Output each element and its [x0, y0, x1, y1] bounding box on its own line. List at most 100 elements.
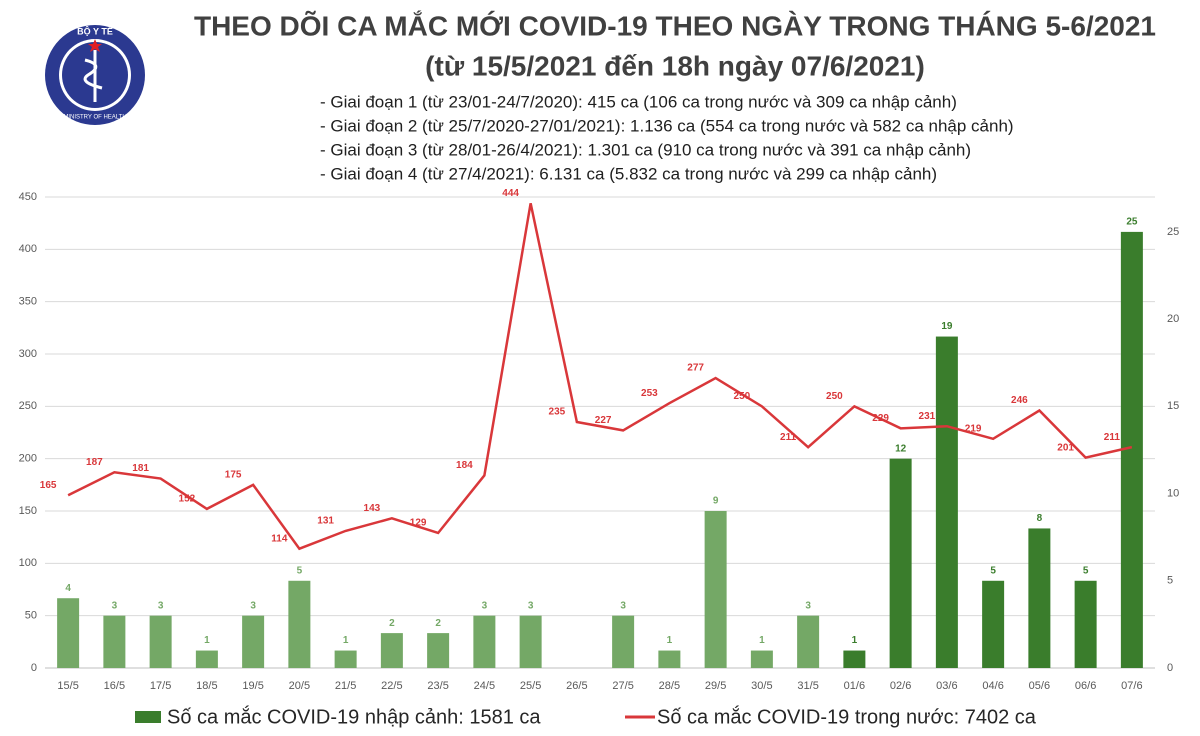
note: - Giai đoạn 1 (từ 23/01-24/7/2020): 415 … — [320, 92, 957, 111]
line-label: 235 — [549, 407, 566, 418]
y-tick-label: 300 — [19, 348, 37, 360]
x-tick-label: 18/5 — [196, 680, 217, 692]
legend-label: Số ca mắc COVID-19 trong nước: 7402 ca — [657, 705, 1037, 728]
bar — [982, 580, 1005, 668]
bar-label: 8 — [1037, 513, 1043, 524]
line-label: 227 — [595, 415, 612, 426]
x-tick-label: 29/5 — [705, 680, 726, 692]
bar — [704, 511, 727, 668]
bar — [1074, 580, 1097, 668]
line-label: 219 — [965, 423, 982, 434]
bar — [334, 650, 357, 668]
y-tick-label: 50 — [25, 610, 37, 622]
bar-label: 3 — [158, 600, 164, 611]
x-tick-label: 04/6 — [982, 680, 1003, 692]
logo-top: BỘ Y TẾ — [77, 25, 113, 36]
bar-label: 1 — [343, 635, 349, 646]
y-tick-label: 200 — [19, 453, 37, 465]
x-tick-label: 16/5 — [104, 680, 125, 692]
bar — [242, 615, 265, 668]
line-label: 211 — [1104, 432, 1121, 443]
x-tick-label: 22/5 — [381, 680, 402, 692]
logo-star — [88, 39, 102, 52]
y2-tick-label: 20 — [1167, 313, 1179, 325]
x-tick-label: 27/5 — [612, 680, 633, 692]
logo-snake — [83, 58, 103, 90]
bar-label: 25 — [1126, 217, 1138, 228]
bar-label: 5 — [297, 565, 303, 576]
x-tick-label: 02/6 — [890, 680, 911, 692]
bar — [103, 615, 126, 668]
bar-label: 1 — [852, 635, 858, 646]
bar — [473, 615, 496, 668]
bar — [612, 615, 635, 668]
line-label: 187 — [86, 457, 103, 468]
line-label: 277 — [687, 363, 704, 374]
y2-tick-label: 10 — [1167, 487, 1179, 499]
line-label: 114 — [271, 533, 288, 544]
chart-subtitle: (từ 15/5/2021 đến 18h ngày 07/6/2021) — [425, 50, 925, 81]
y2-tick-label: 25 — [1167, 226, 1179, 238]
line-label: 229 — [872, 413, 889, 424]
bar — [195, 650, 218, 668]
x-tick-label: 24/5 — [474, 680, 495, 692]
line-label: 165 — [40, 480, 57, 491]
bar-label: 3 — [482, 600, 488, 611]
x-tick-label: 25/5 — [520, 680, 541, 692]
x-tick-label: 06/6 — [1075, 680, 1096, 692]
bar-label: 3 — [805, 600, 811, 611]
legend-label: Số ca mắc COVID-19 nhập cảnh: 1581 ca — [167, 705, 541, 728]
x-tick-label: 19/5 — [242, 680, 263, 692]
legend-swatch — [135, 711, 161, 723]
line-label: 184 — [456, 460, 473, 471]
x-tick-label: 03/6 — [936, 680, 957, 692]
note: - Giai đoạn 4 (từ 27/4/2021): 6.131 ca (… — [320, 164, 937, 183]
bar-label: 1 — [759, 635, 765, 646]
bar — [750, 650, 773, 668]
bar-label: 19 — [941, 321, 953, 332]
note: - Giai đoạn 3 (từ 28/01-26/4/2021): 1.30… — [320, 140, 971, 159]
line-label: 143 — [364, 503, 381, 514]
chart-title: THEO DÕI CA MẮC MỚI COVID-19 THEO NGÀY T… — [194, 10, 1156, 41]
y-tick-label: 100 — [19, 557, 37, 569]
x-tick-label: 15/5 — [57, 680, 78, 692]
logo: BỘ Y TẾ MINISTRY OF HEALTH — [45, 25, 145, 125]
x-tick-label: 30/5 — [751, 680, 772, 692]
y2-tick-label: 0 — [1167, 662, 1173, 674]
y-tick-label: 0 — [31, 662, 37, 674]
bar-label: 2 — [389, 618, 395, 629]
line-label: 253 — [641, 388, 658, 399]
line-label: 246 — [1011, 395, 1028, 406]
x-tick-label: 23/5 — [427, 680, 448, 692]
y2-tick-label: 15 — [1167, 400, 1179, 412]
bar — [519, 615, 542, 668]
bar — [889, 458, 912, 668]
line — [67, 203, 1133, 551]
line-label: 129 — [410, 518, 427, 529]
bar — [935, 336, 958, 668]
line-label: 152 — [179, 494, 196, 505]
x-tick-label: 01/6 — [844, 680, 865, 692]
line-label: 231 — [919, 411, 936, 422]
x-tick-label: 21/5 — [335, 680, 356, 692]
bar — [843, 650, 866, 668]
bar — [288, 580, 311, 668]
x-tick-label: 28/5 — [659, 680, 680, 692]
y-tick-label: 250 — [19, 400, 37, 412]
y-tick-label: 150 — [19, 505, 37, 517]
x-tick-label: 31/5 — [797, 680, 818, 692]
y-tick-label: 450 — [19, 191, 37, 203]
bar — [57, 598, 80, 668]
bar — [427, 633, 450, 668]
x-tick-label: 07/6 — [1121, 680, 1142, 692]
y-tick-label: 400 — [19, 243, 37, 255]
bar — [797, 615, 820, 668]
y2-tick-label: 5 — [1167, 575, 1173, 587]
bar-label: 1 — [667, 635, 673, 646]
bar — [1120, 231, 1143, 668]
line-label: 250 — [734, 391, 751, 402]
bar-label: 3 — [528, 600, 534, 611]
bar-label: 1 — [204, 635, 210, 646]
logo-bottom: MINISTRY OF HEALTH — [63, 115, 126, 121]
bar — [658, 650, 681, 668]
